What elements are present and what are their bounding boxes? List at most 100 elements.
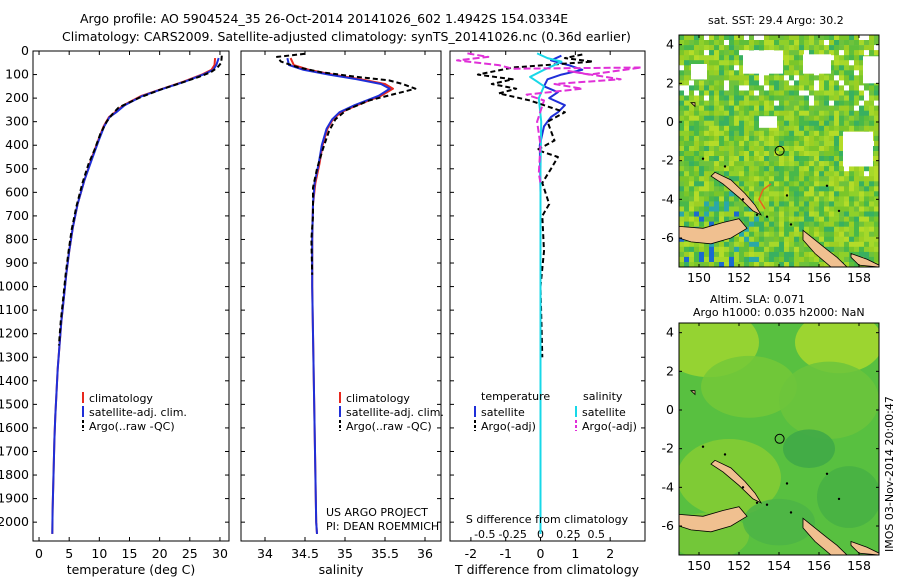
sst-cell [874, 246, 879, 253]
sst-cell [709, 40, 715, 46]
sst-cell [834, 156, 840, 162]
sst-cell [874, 211, 879, 217]
salinity-x-label: salinity [319, 562, 364, 577]
sst-cell [769, 85, 775, 91]
sst-cell [759, 85, 765, 91]
sst-cell [834, 40, 840, 46]
sst-cell [794, 206, 800, 212]
sst-cell [724, 70, 730, 76]
sst-cell [759, 251, 765, 258]
sst-cell [794, 241, 800, 248]
sst-cell [679, 35, 685, 41]
sst-cell [874, 110, 879, 117]
cloud-gap [803, 54, 831, 74]
sst-cell [749, 156, 755, 162]
sst-cell [709, 90, 715, 96]
sst-cell [754, 125, 760, 132]
sst-cell [699, 90, 705, 96]
sst-cell [764, 95, 770, 101]
depth-tick-label: 200 [5, 90, 29, 105]
sst-cell [759, 45, 765, 51]
sst-cell [704, 241, 710, 248]
sst-cell [784, 35, 790, 41]
sst-cell [844, 35, 850, 41]
sst-cell [864, 206, 870, 212]
sst-cell [789, 251, 795, 258]
sst-cell [729, 156, 735, 162]
sst-cell [854, 65, 860, 71]
map-y-tick-label: -4 [662, 479, 675, 494]
sst-cell [809, 146, 815, 152]
depth-tick-label: 600 [5, 184, 29, 199]
sst-cell [834, 251, 840, 258]
sst-cell [814, 45, 820, 51]
sst-cell [869, 35, 875, 41]
sst-cell [749, 151, 755, 157]
sst-cell [874, 125, 879, 132]
sst-cell [834, 90, 840, 96]
sst-cell [844, 246, 850, 253]
sst-cell [789, 201, 795, 207]
sst-cell [859, 65, 865, 71]
sst-cell [799, 60, 805, 66]
sst-cell [849, 246, 855, 253]
sst-cell [864, 50, 870, 56]
sst-cell [849, 85, 855, 91]
sst-cell [839, 75, 845, 81]
sst-cell [794, 115, 800, 122]
sst-cell [764, 125, 770, 132]
sst-cell [739, 151, 745, 157]
sst-cell [799, 120, 805, 127]
sst-cell [859, 186, 865, 192]
sst-cell [874, 166, 879, 172]
sst-cell [694, 120, 700, 127]
sst-cell [784, 181, 790, 187]
sst-cell [719, 146, 725, 152]
sst-cell [774, 100, 780, 106]
sst-cell [749, 80, 755, 86]
sst-cell [709, 125, 715, 132]
sst-cell [709, 60, 715, 66]
islet-dot [741, 198, 745, 201]
sst-cell [744, 130, 750, 137]
sst-cell [859, 125, 865, 132]
sst-cell [764, 100, 770, 106]
sst-cell [744, 45, 750, 51]
sst-cell [694, 35, 700, 41]
sst-cell [849, 216, 855, 222]
sst-cell [799, 262, 805, 267]
sst-cell [784, 65, 790, 71]
sst-cell [749, 241, 755, 248]
sst-cell [684, 120, 690, 127]
sst-cell [704, 221, 710, 227]
sst-cell [794, 166, 800, 172]
sst-cell [844, 60, 850, 66]
sst-cell [764, 90, 770, 96]
sst-cell [729, 125, 735, 132]
sst-cell [744, 166, 750, 172]
sst-cell [684, 55, 690, 61]
sst-cell [704, 166, 710, 172]
sst-cell [829, 246, 835, 253]
sst-cell [754, 256, 760, 263]
sst-cell [754, 140, 760, 147]
sst-cell [799, 191, 805, 197]
sst-cell [824, 201, 830, 207]
sst-cell [859, 206, 865, 212]
sst-cell [694, 256, 700, 263]
sst-cell [804, 151, 810, 157]
sst-cell [699, 95, 705, 101]
sst-cell [734, 146, 740, 152]
sst-cell [749, 161, 755, 167]
sst-cell [849, 105, 855, 111]
sst-cell [679, 246, 685, 253]
sst-cell [754, 115, 760, 122]
sst-cell [824, 146, 830, 152]
sst-cell [829, 125, 835, 132]
sst-cell [729, 241, 735, 248]
sst-cell [764, 156, 770, 162]
sla-anomaly-blob [817, 466, 879, 528]
sst-cell [844, 50, 850, 56]
sst-cell [829, 236, 835, 243]
sst-cell [814, 105, 820, 111]
